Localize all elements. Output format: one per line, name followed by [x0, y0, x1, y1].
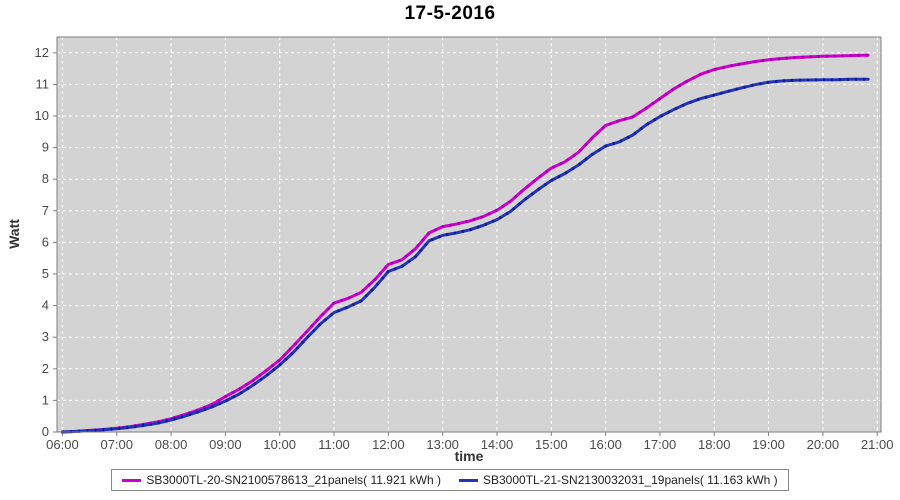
- legend-items: SB3000TL-20-SN2100578613_21panels( 11.92…: [122, 473, 778, 487]
- x-tick-label: 11:00: [318, 437, 350, 452]
- legend-box: SB3000TL-20-SN2100578613_21panels( 11.92…: [111, 469, 789, 491]
- y-tick-label: 1: [42, 392, 49, 407]
- y-tick-label: 12: [35, 45, 49, 60]
- x-tick-label: 07:00: [100, 437, 133, 452]
- legend-label: SB3000TL-21-SN2130032031_19panels( 11.16…: [483, 473, 778, 487]
- y-tick-label: 2: [42, 361, 49, 376]
- x-tick-label: 10:00: [263, 437, 296, 452]
- y-tick-label: 7: [42, 203, 49, 218]
- legend-label: SB3000TL-20-SN2100578613_21panels( 11.92…: [146, 473, 441, 487]
- y-tick-label: 11: [36, 76, 50, 91]
- y-tick-label: 6: [42, 234, 49, 249]
- series-line-1: [60, 53, 870, 434]
- x-tick-label: 06:00: [46, 437, 79, 452]
- x-tick-label: 14:00: [481, 437, 514, 452]
- legend-item-2: SB3000TL-21-SN2130032031_19panels( 11.16…: [459, 473, 778, 487]
- x-tick-label: 19:00: [752, 437, 785, 452]
- plot-background: [57, 37, 881, 432]
- x-axis-label: time: [454, 448, 484, 464]
- plot-border: [56, 36, 882, 433]
- y-tick-label: 9: [42, 140, 49, 155]
- series-line-markers-2: [62, 77, 869, 434]
- x-tick-label: 08:00: [155, 437, 188, 452]
- chart-title: 17-5-2016: [404, 3, 496, 24]
- legend-line-marker: [459, 478, 478, 482]
- x-tick-label: 13:00: [426, 437, 459, 452]
- y-axis-label: Watt: [6, 219, 22, 249]
- legend-item-1: SB3000TL-20-SN2100578613_21panels( 11.92…: [122, 473, 441, 487]
- x-tick-label: 12:00: [372, 437, 405, 452]
- x-tick-label: 20:00: [807, 437, 840, 452]
- x-tick-label: 16:00: [589, 437, 622, 452]
- x-tick-label: 15:00: [535, 437, 568, 452]
- y-tick-label: 3: [42, 329, 49, 344]
- y-tick-label: 8: [42, 171, 49, 186]
- y-tick-label: 5: [42, 266, 49, 281]
- x-tick-label: 21:00: [861, 437, 894, 452]
- y-tick-label: 10: [35, 108, 49, 123]
- x-tick-label: 09:00: [209, 437, 242, 452]
- y-tick-label: 0: [42, 424, 49, 439]
- x-tick-label: 17:00: [644, 437, 677, 452]
- legend-line-marker: [122, 478, 142, 482]
- x-tick-label: 18:00: [698, 437, 731, 452]
- y-tick-label: 4: [42, 298, 49, 313]
